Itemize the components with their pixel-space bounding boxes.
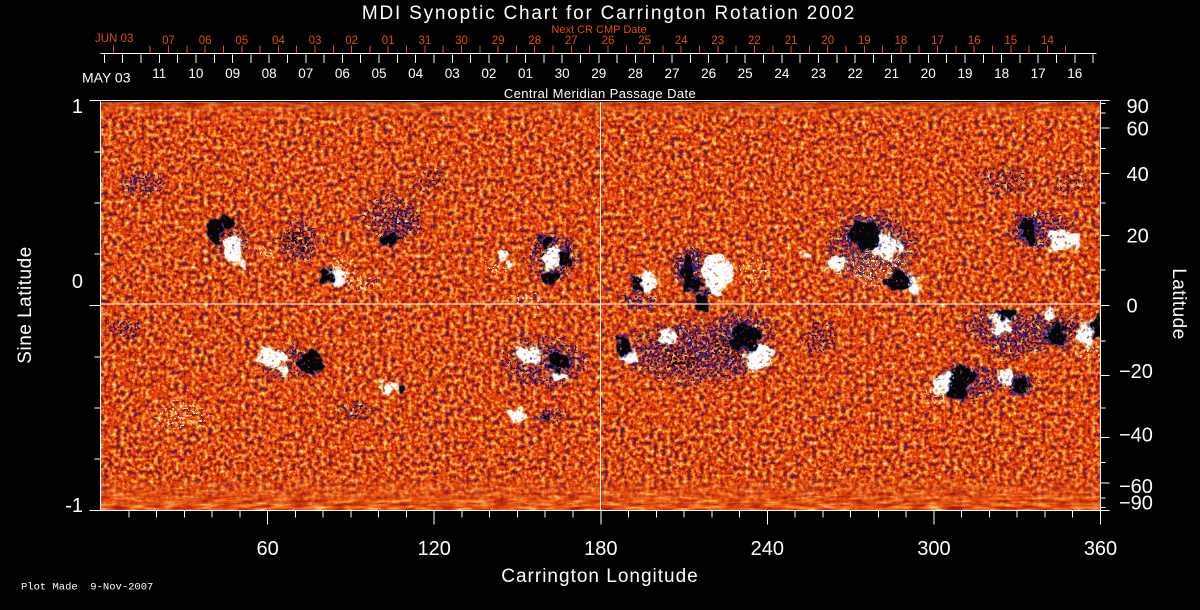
svg-text:Plot Made 9-Nov-2007: Plot Made 9-Nov-2007 [21,582,153,594]
svg-text:14: 14 [1041,35,1054,47]
svg-text:28: 28 [528,35,541,47]
svg-text:31: 31 [419,35,432,47]
svg-text:Latitude: Latitude [1168,268,1189,340]
svg-text:10: 10 [188,66,203,81]
svg-text:26: 26 [701,66,716,81]
svg-text:19: 19 [957,66,972,81]
svg-text:MDI Synoptic Chart for Carring: MDI Synoptic Chart for Carrington Rotati… [362,3,856,24]
svg-text:Sine Latitude: Sine Latitude [15,246,36,363]
svg-text:17: 17 [931,35,944,47]
svg-text:19: 19 [858,35,871,47]
svg-text:60: 60 [256,538,278,560]
svg-text:02: 02 [481,66,496,81]
svg-text:1: 1 [72,96,83,118]
svg-text:01: 01 [518,66,533,81]
svg-text:−90: −90 [1119,493,1153,515]
svg-text:27: 27 [664,66,679,81]
svg-text:29: 29 [492,35,505,47]
svg-text:03: 03 [445,66,460,81]
svg-text:27: 27 [565,35,578,47]
svg-text:16: 16 [1067,66,1082,81]
svg-text:11: 11 [152,66,166,81]
svg-text:08: 08 [262,66,277,81]
svg-text:20: 20 [1127,226,1149,248]
svg-text:25: 25 [738,66,753,81]
svg-text:40: 40 [1127,164,1149,186]
svg-text:24: 24 [774,66,790,81]
svg-text:Central Meridian Passage Date: Central Meridian Passage Date [504,86,696,101]
svg-text:15: 15 [1004,35,1017,47]
svg-text:06: 06 [335,66,350,81]
svg-text:21: 21 [785,35,798,47]
svg-text:07: 07 [162,35,175,47]
svg-text:0: 0 [72,271,83,293]
svg-text:16: 16 [968,35,981,47]
svg-text:−20: −20 [1119,361,1153,383]
svg-text:360: 360 [1084,538,1117,560]
svg-text:24: 24 [675,35,688,47]
svg-text:09: 09 [225,66,240,81]
svg-text:-1: -1 [65,495,83,517]
svg-text:22: 22 [748,35,761,47]
svg-text:23: 23 [811,66,826,81]
svg-text:04: 04 [408,66,424,81]
svg-text:02: 02 [345,35,358,47]
svg-text:29: 29 [591,66,606,81]
svg-text:Next CR CMP Date: Next CR CMP Date [551,24,646,36]
svg-text:17: 17 [1031,66,1046,81]
svg-text:−40: −40 [1119,425,1153,447]
svg-text:0: 0 [1127,296,1138,318]
svg-text:Carrington Longitude: Carrington Longitude [501,566,698,587]
svg-text:90: 90 [1127,96,1149,118]
svg-text:MAY 03: MAY 03 [82,70,131,86]
svg-text:01: 01 [382,35,395,47]
svg-text:240: 240 [751,538,784,560]
svg-text:22: 22 [848,66,863,81]
svg-text:20: 20 [821,35,834,47]
svg-text:30: 30 [555,66,570,81]
svg-text:05: 05 [371,66,386,81]
svg-text:25: 25 [638,35,651,47]
svg-text:JUN 03: JUN 03 [95,33,133,45]
svg-text:18: 18 [895,35,908,47]
svg-text:03: 03 [309,35,322,47]
svg-text:18: 18 [994,66,1009,81]
svg-text:28: 28 [628,66,643,81]
svg-text:21: 21 [884,66,899,81]
svg-text:07: 07 [298,66,313,81]
svg-text:20: 20 [921,66,936,81]
svg-text:300: 300 [917,538,950,560]
svg-text:120: 120 [418,538,451,560]
svg-text:30: 30 [455,35,468,47]
svg-text:−60: −60 [1119,476,1153,498]
svg-text:26: 26 [602,35,615,47]
svg-text:05: 05 [235,35,248,47]
svg-text:23: 23 [711,35,724,47]
svg-text:04: 04 [272,35,285,47]
svg-text:60: 60 [1127,119,1149,141]
svg-text:06: 06 [199,35,212,47]
svg-text:180: 180 [584,538,617,560]
